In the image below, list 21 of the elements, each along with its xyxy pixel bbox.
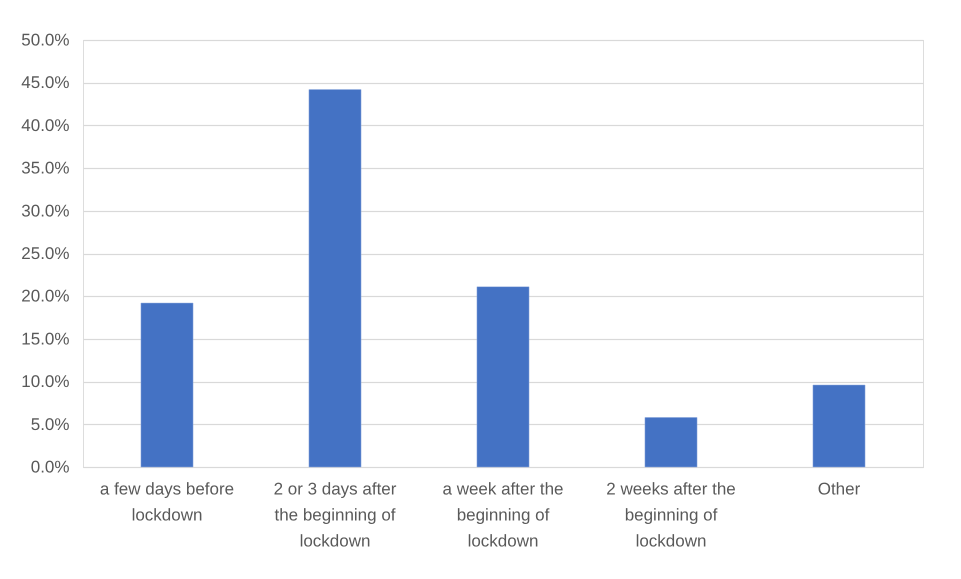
x-tick-label: 2 weeks after the beginning of lockdown [606, 480, 736, 550]
bar [140, 302, 194, 468]
y-tick-label: 30.0% [21, 201, 70, 220]
y-tick-label: 35.0% [21, 158, 70, 178]
y-tick-label: 25.0% [21, 244, 70, 263]
x-tick-label: 2 or 3 days after the beginning of lockdown [274, 480, 397, 550]
y-tick-label: 0.0% [30, 458, 70, 476]
bar [644, 417, 698, 468]
y-tick-label: 15.0% [21, 329, 70, 348]
x-tick-label: a few days before lockdown [100, 480, 234, 524]
y-tick-label: 5.0% [30, 414, 70, 434]
y-tick-label: 50.0% [21, 30, 70, 50]
y-tick-label: 20.0% [21, 286, 70, 306]
y-tick-label: 40.0% [21, 116, 70, 135]
y-tick-label: 10.0% [21, 372, 70, 392]
bar [476, 286, 530, 468]
bar [812, 384, 866, 468]
x-tick-label: Other [818, 480, 861, 498]
x-tick-label: a week after the beginning of lockdown [442, 480, 564, 550]
bar [308, 89, 362, 468]
y-tick-label: 45.0% [21, 73, 70, 92]
